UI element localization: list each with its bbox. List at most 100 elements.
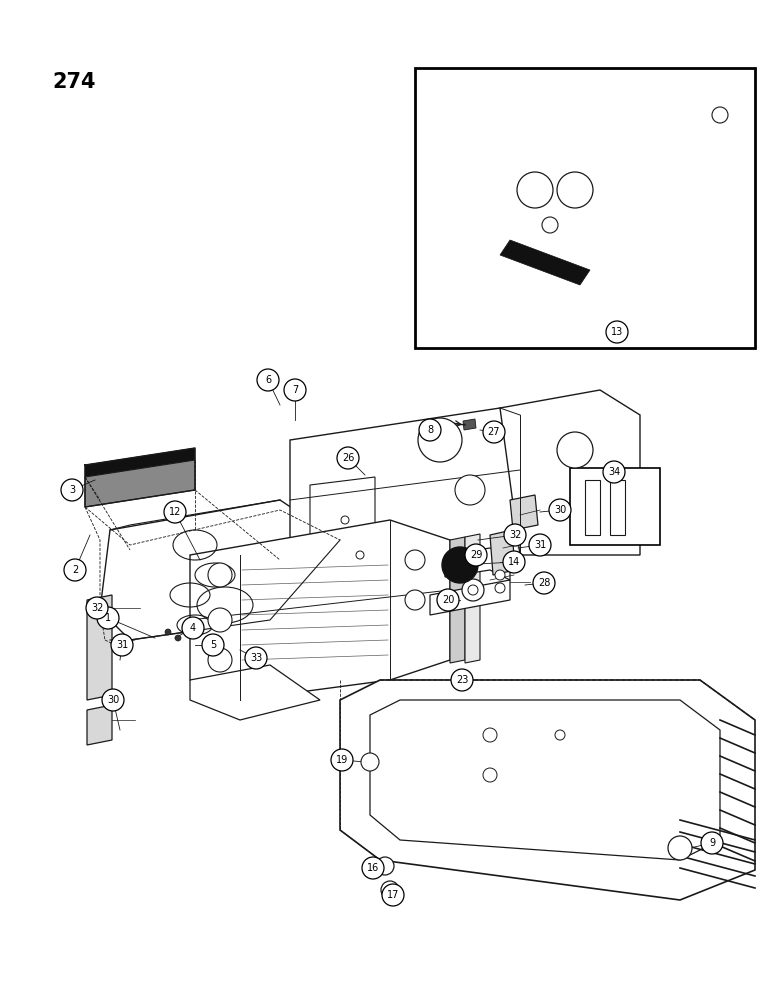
Circle shape	[418, 418, 462, 462]
Text: 20: 20	[442, 595, 454, 605]
Circle shape	[495, 570, 505, 580]
Circle shape	[381, 881, 399, 899]
Circle shape	[61, 479, 83, 501]
Circle shape	[606, 321, 628, 343]
Circle shape	[603, 461, 625, 483]
Polygon shape	[290, 408, 520, 585]
Text: 19: 19	[336, 755, 348, 765]
Polygon shape	[463, 419, 476, 430]
Circle shape	[64, 559, 86, 581]
Circle shape	[260, 372, 276, 388]
Bar	[415, 68, 755, 348]
Polygon shape	[85, 460, 195, 507]
Polygon shape	[310, 477, 375, 553]
Circle shape	[208, 563, 232, 587]
Circle shape	[245, 647, 267, 669]
Circle shape	[175, 635, 181, 641]
Text: 1: 1	[105, 613, 111, 623]
Polygon shape	[190, 520, 450, 700]
Circle shape	[331, 749, 353, 771]
Text: 31: 31	[116, 640, 128, 650]
Circle shape	[376, 857, 394, 875]
Text: 8: 8	[427, 425, 433, 435]
Polygon shape	[425, 185, 490, 220]
Circle shape	[542, 217, 558, 233]
Text: 31: 31	[534, 540, 546, 550]
Circle shape	[362, 857, 384, 879]
Circle shape	[164, 501, 186, 523]
Circle shape	[356, 551, 364, 559]
Text: 27: 27	[488, 427, 500, 437]
Text: 17: 17	[387, 890, 399, 900]
Circle shape	[165, 629, 171, 635]
Polygon shape	[450, 537, 465, 663]
Polygon shape	[340, 680, 755, 900]
Circle shape	[451, 669, 473, 691]
Circle shape	[557, 172, 593, 208]
Circle shape	[288, 383, 302, 397]
Circle shape	[182, 617, 204, 639]
Circle shape	[462, 579, 484, 601]
Text: 32: 32	[91, 603, 103, 613]
Circle shape	[87, 598, 107, 618]
Polygon shape	[500, 240, 590, 285]
Circle shape	[86, 597, 108, 619]
Polygon shape	[425, 330, 745, 340]
Text: 5: 5	[210, 640, 216, 650]
Text: 2: 2	[72, 565, 78, 575]
Polygon shape	[430, 580, 510, 615]
Circle shape	[405, 550, 425, 570]
Polygon shape	[100, 500, 340, 640]
Polygon shape	[425, 295, 745, 335]
Circle shape	[533, 572, 555, 594]
Polygon shape	[230, 558, 275, 587]
Circle shape	[451, 559, 459, 567]
Polygon shape	[500, 390, 640, 555]
Polygon shape	[510, 495, 538, 530]
Circle shape	[529, 534, 551, 556]
Circle shape	[557, 432, 593, 468]
Text: 28: 28	[538, 578, 550, 588]
Polygon shape	[620, 100, 740, 310]
Circle shape	[437, 589, 459, 611]
Circle shape	[419, 419, 441, 441]
Circle shape	[517, 172, 553, 208]
Text: 16: 16	[367, 863, 379, 873]
Circle shape	[475, 555, 483, 563]
Polygon shape	[490, 530, 515, 575]
Polygon shape	[445, 548, 510, 580]
Text: 6: 6	[265, 375, 271, 385]
Polygon shape	[87, 705, 112, 745]
Text: 30: 30	[554, 505, 566, 515]
Circle shape	[555, 730, 565, 740]
Text: 13: 13	[611, 327, 623, 337]
Circle shape	[405, 590, 425, 610]
Polygon shape	[585, 480, 600, 535]
Circle shape	[468, 585, 478, 595]
Circle shape	[334, 750, 350, 766]
Circle shape	[93, 604, 101, 612]
Text: 30: 30	[107, 695, 119, 705]
Circle shape	[495, 583, 505, 593]
Circle shape	[257, 369, 279, 391]
Polygon shape	[190, 665, 320, 720]
Text: 23: 23	[455, 675, 468, 685]
Circle shape	[483, 421, 505, 443]
Circle shape	[668, 836, 692, 860]
Circle shape	[202, 634, 224, 656]
Polygon shape	[490, 100, 620, 295]
Circle shape	[361, 753, 379, 771]
Circle shape	[208, 608, 232, 632]
Circle shape	[97, 607, 119, 629]
Circle shape	[341, 516, 349, 524]
Polygon shape	[610, 480, 625, 535]
Text: 29: 29	[470, 550, 482, 560]
Circle shape	[712, 107, 728, 123]
Circle shape	[504, 524, 526, 546]
Circle shape	[483, 728, 497, 742]
Text: 9: 9	[709, 838, 715, 848]
Circle shape	[185, 627, 191, 633]
Text: 26: 26	[342, 453, 354, 463]
Circle shape	[284, 379, 306, 401]
Text: 33: 33	[250, 653, 262, 663]
